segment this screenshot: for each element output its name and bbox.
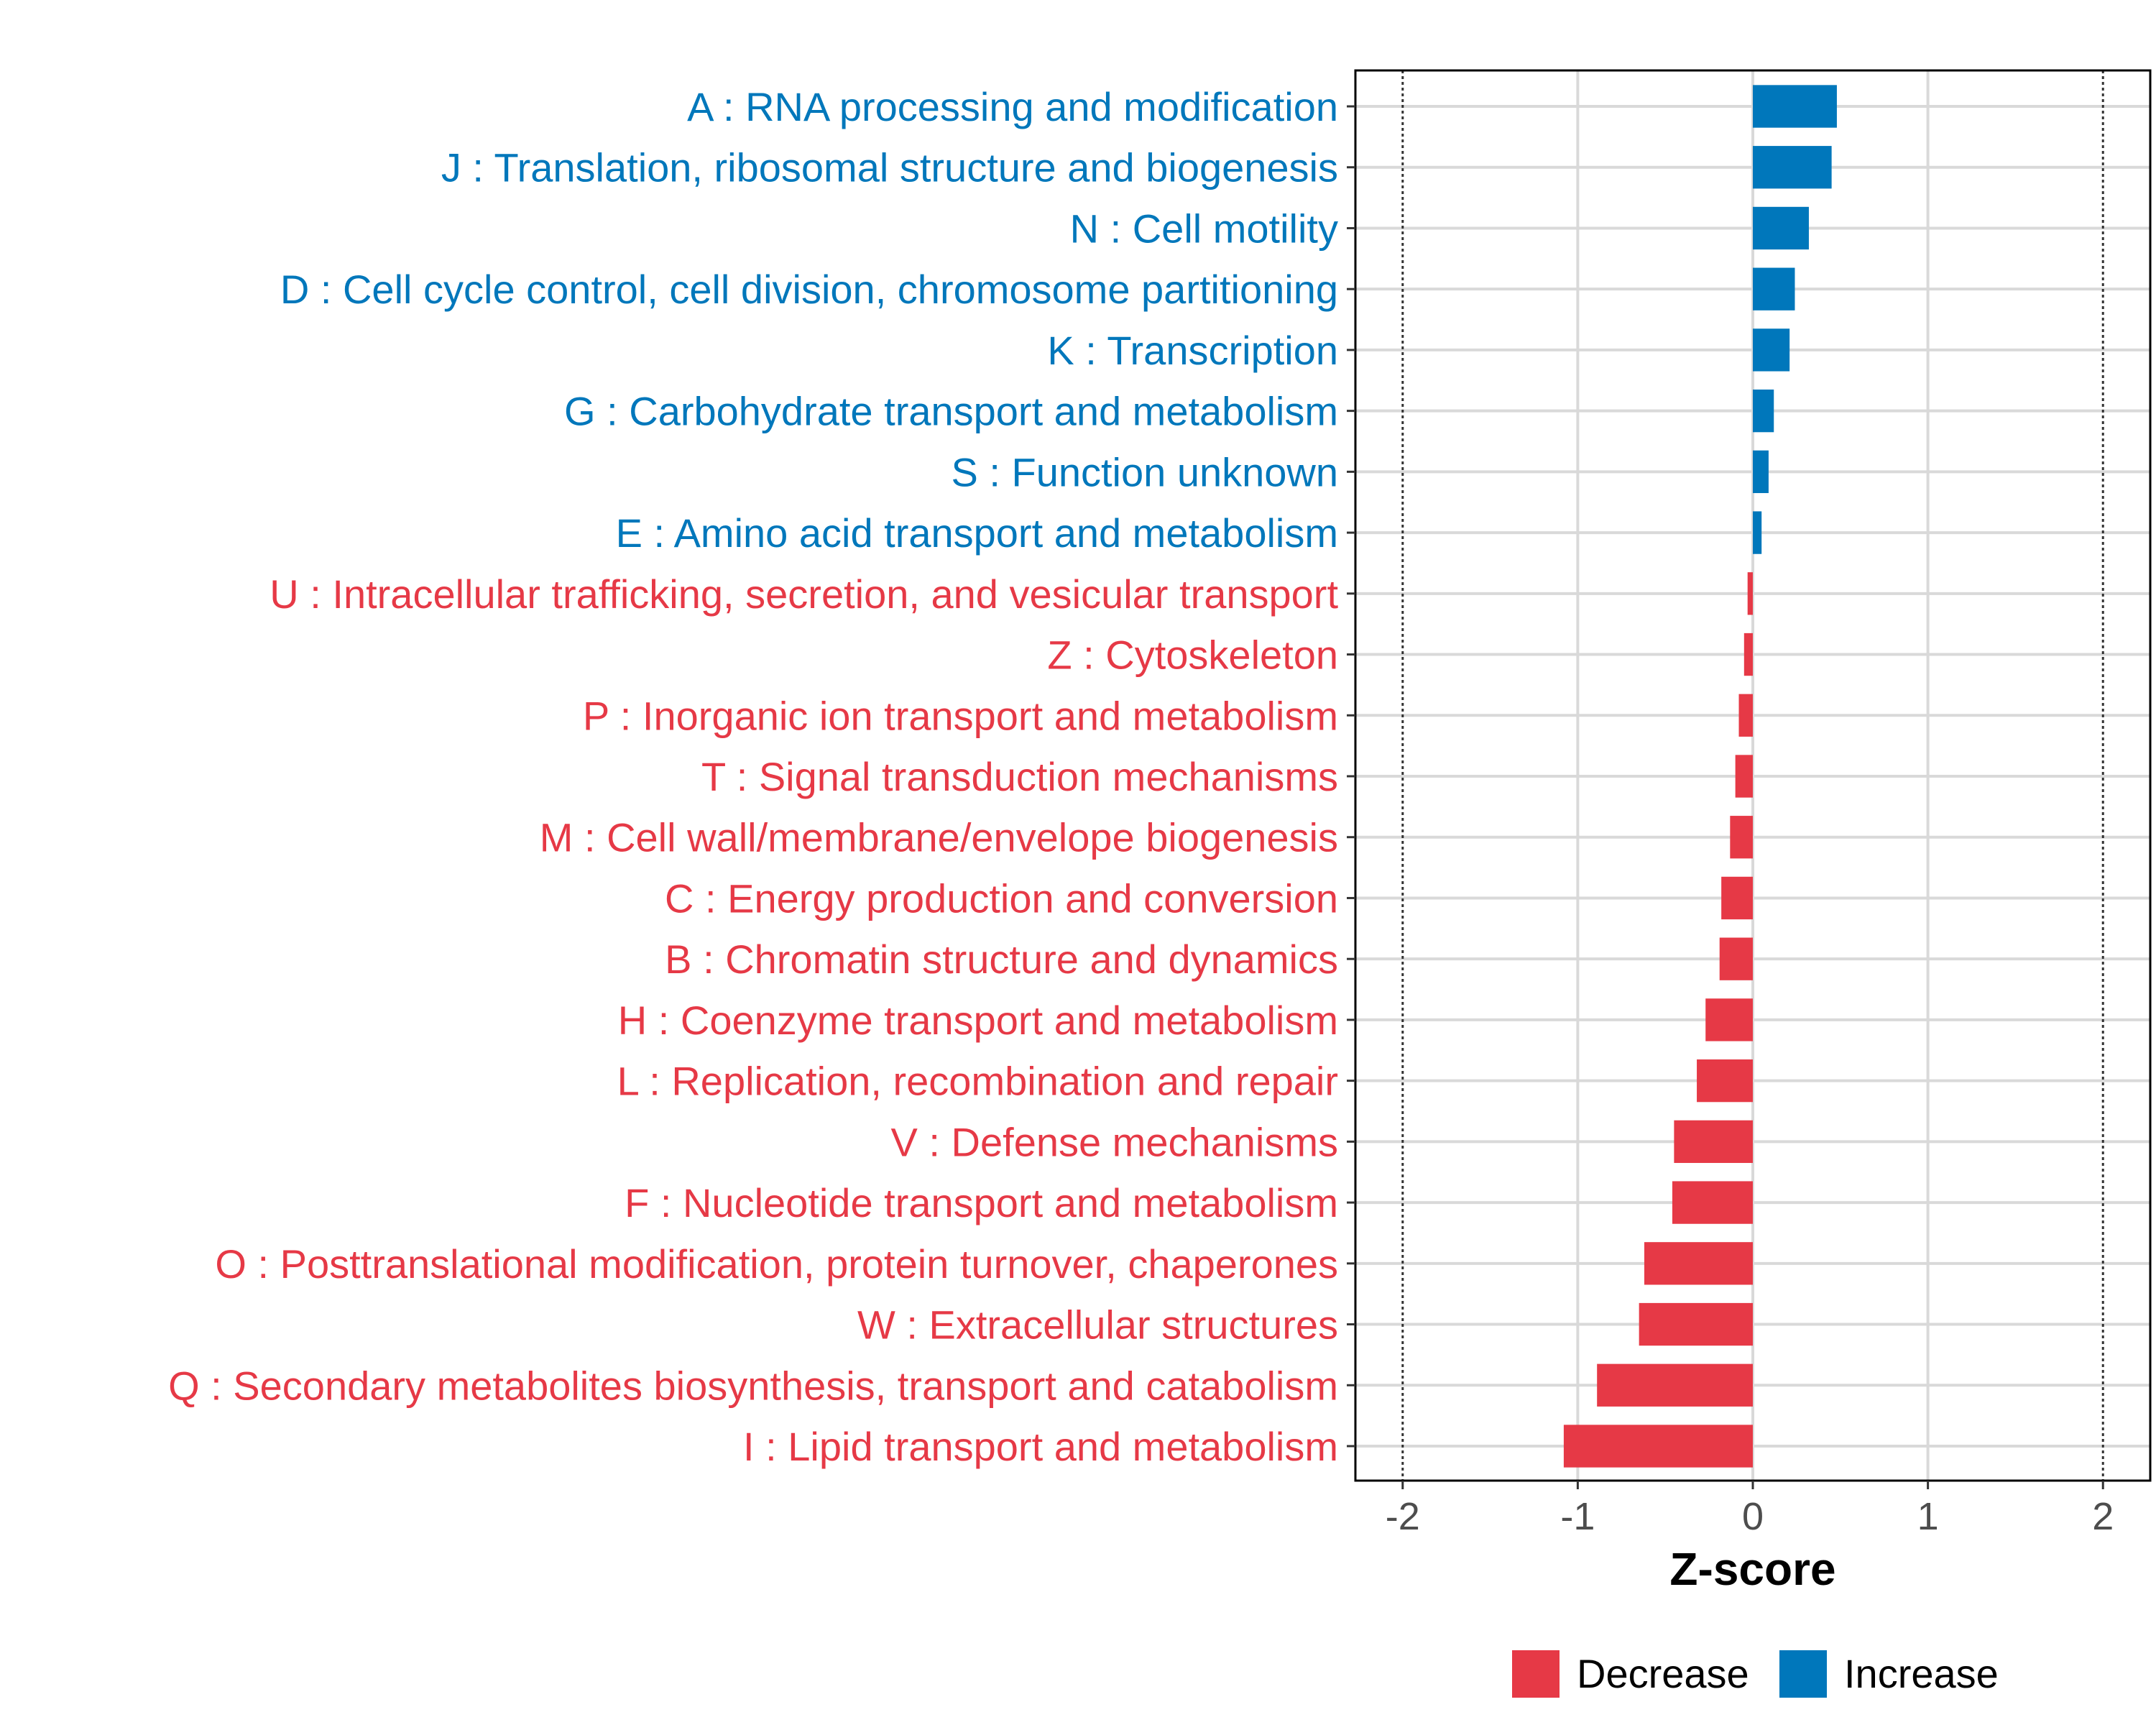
y-tick-label: E : Amino acid transport and metabolism [616,510,1338,556]
bar [1597,1363,1753,1407]
y-axis: A : RNA processing and modification J : T… [168,84,1355,1469]
y-tick-label: M : Cell wall/membrane/envelope biogenes… [540,815,1338,860]
legend-label: Increase [1844,1651,1999,1696]
bar [1639,1302,1753,1346]
bar [1705,998,1753,1041]
y-tick-label: P : Inorganic ion transport and metaboli… [583,693,1338,738]
bar-layer [1563,85,1837,1468]
y-tick-label: S : Function unknown [951,449,1338,494]
y-tick-label: I : Lipid transport and metabolism [743,1424,1338,1469]
x-axis-title: Z-score [1669,1543,1835,1595]
bar [1753,450,1769,494]
bar [1753,511,1762,554]
y-tick-label: A : RNA processing and modification [687,84,1338,129]
y-tick-label: B : Chromatin structure and dynamics [665,937,1338,982]
y-tick-label: V : Defense mechanisms [891,1119,1338,1164]
x-tick-label: -2 [1386,1495,1420,1538]
y-tick-label: Z : Cytoskeleton [1047,632,1338,678]
y-tick-label: W : Extracellular structures [857,1302,1338,1348]
bar [1721,876,1753,920]
bar [1753,206,1809,250]
bar [1644,1242,1753,1285]
bar [1563,1425,1753,1468]
legend-swatch [1512,1650,1560,1698]
y-tick-label: D : Cell cycle control, cell division, c… [280,267,1338,312]
bar [1753,389,1774,433]
y-tick-label: K : Transcription [1047,328,1338,373]
x-tick-label: 0 [1742,1495,1764,1538]
legend-label: Decrease [1577,1651,1749,1696]
bar [1753,85,1837,128]
y-tick-label: Q : Secondary metabolites biosynthesis, … [168,1363,1338,1408]
bar [1738,694,1753,737]
bar [1753,328,1790,372]
bar [1735,755,1753,798]
legend-swatch [1779,1650,1827,1698]
bar [1743,632,1753,676]
y-tick-label: J : Translation, ribosomal structure and… [441,145,1338,190]
y-tick-label: O : Posttranslational modification, prot… [215,1241,1338,1287]
x-tick-label: 2 [2092,1495,2114,1538]
y-tick-label: G : Carbohydrate transport and metabolis… [564,389,1338,434]
y-tick-label: N : Cell motility [1070,206,1338,251]
bar [1730,816,1753,859]
bar [1719,937,1753,980]
y-tick-label: H : Coenzyme transport and metabolism [618,998,1338,1043]
bar [1753,267,1795,310]
bar [1672,1181,1753,1224]
y-tick-label: U : Intracellular trafficking, secretion… [270,571,1338,617]
bar [1753,146,1832,189]
y-tick-label: F : Nucleotide transport and metabolism [625,1180,1338,1225]
bar [1747,572,1753,615]
x-tick-label: -1 [1560,1495,1595,1538]
y-tick-label: C : Energy production and conversion [665,875,1338,921]
bar [1697,1059,1753,1103]
x-tick-label: 1 [1917,1495,1939,1538]
y-tick-label: L : Replication, recombination and repai… [617,1059,1338,1104]
legend: Decrease Increase [1512,1650,1999,1698]
y-tick-label: T : Signal transduction mechanisms [701,754,1338,799]
bar [1674,1120,1753,1164]
x-axis: -2 -1 0 1 2 [1386,1481,2114,1538]
